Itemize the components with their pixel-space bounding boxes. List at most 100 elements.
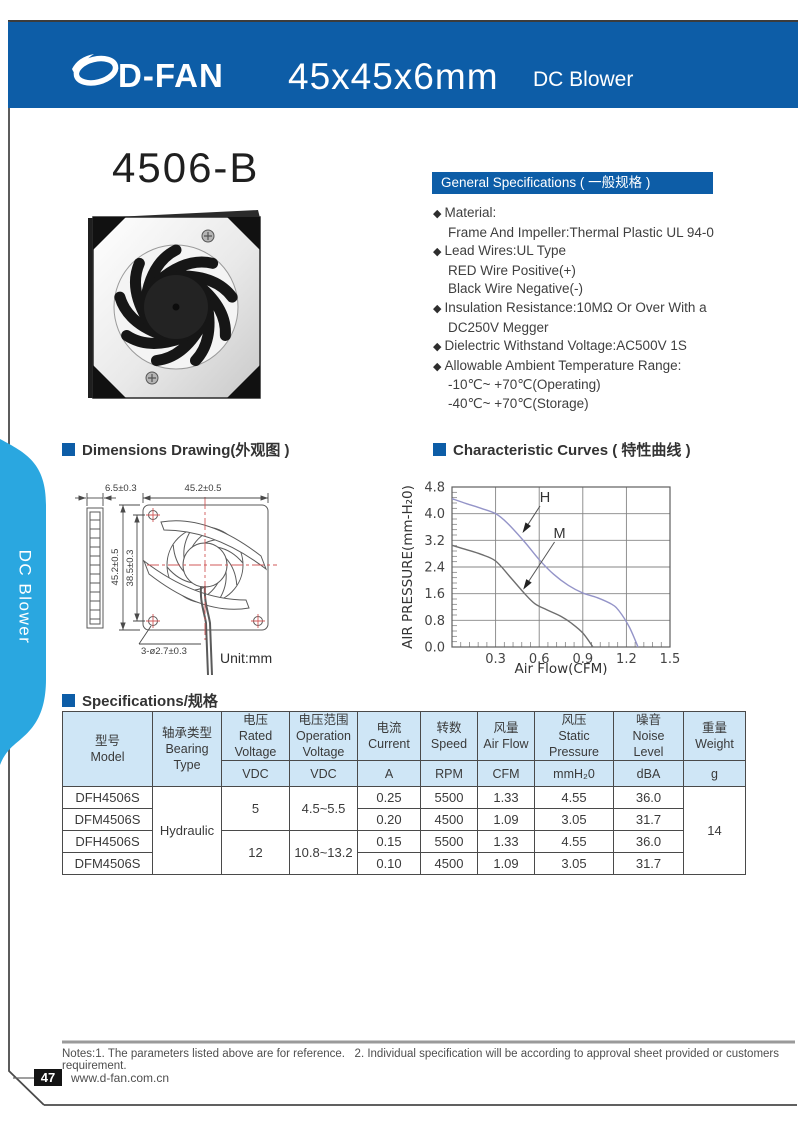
spec-column-unit: RPM [420,760,478,787]
spec-cell: 5500 [420,830,478,853]
svg-text:1.5: 1.5 [660,652,681,667]
svg-text:3.2: 3.2 [424,534,445,549]
general-specs-header: General Specifications ( 一般规格 ) [432,172,713,194]
spec-bullet-line: ◆ Dielectric Withstand Voltage:AC500V 1S [433,338,687,354]
model-title: 4506-B [112,144,260,191]
spec-bullet-line: Black Wire Negative(-) [448,281,584,297]
spec-column-header: 电压 Rated Voltage [221,711,290,761]
diamond-bullet-icon: ◆ [433,302,442,315]
side-tab: DC Blower [0,439,46,765]
brand-logo-icon [72,54,119,86]
spec-column-unit: VDC [289,760,358,787]
x-axis-label: Air Flow(CFM) [514,661,607,677]
spec-cell: 4.5~5.5 [289,786,358,831]
spec-column-header: 转数 Speed [420,711,478,761]
svg-text:1.2: 1.2 [616,652,637,667]
spec-cell: 4500 [420,808,478,831]
spec-cell: DFH4506S [62,830,153,853]
spec-column-unit: CFM [477,760,535,787]
spec-column-header: 轴承类型 Bearing Type [152,711,222,787]
svg-text:0.3: 0.3 [485,652,506,667]
characteristic-curves-chart: 0.3 0.6 0.9 1.2 1.5 0.0 0.8 1.6 2.4 3.2 4.0 4.8 H M A… [400,481,681,678]
dim-front-height-label: 45.2±0.5 [110,549,121,586]
spec-cell: 4.55 [534,786,614,809]
footnotes: Notes:1. The parameters listed above are… [62,1048,783,1072]
dim-hole-pitch-label: 38.5±0.3 [125,550,136,587]
section-bullet-icon [62,694,75,707]
spec-cell: 10.8~13.2 [289,830,358,875]
spec-column-header: 风量 Air Flow [477,711,535,761]
spec-column-header: 电压范围 Operation Voltage [289,711,358,761]
specifications-table-body: DFH4506S Hydraulic 5 4.5~5.5 0.25 5500 1.33 4.5… [62,786,746,875]
specifications-table: 型号 Model 轴承类型 Bearing Type 电压 Rated Voltage 电压… [62,711,746,875]
spec-bullet-line: ◆ Material: [433,205,497,220]
dim-front-width-label: 45.2±0.5 [185,483,222,494]
spec-column-header: 风压 Static Pressure [534,711,614,761]
product-size-title: 45x45x6mm [288,56,499,97]
spec-cell: 5500 [420,786,478,809]
spec-cell: 0.10 [357,852,421,875]
spec-cell: 36.0 [613,830,684,853]
spec-column-header: 型号 Model [62,711,153,787]
specs-title-label: Specifications/规格 [82,693,218,710]
spec-bullet-line: DC250V Megger [448,319,549,335]
spec-cell: DFM4506S [62,852,153,875]
dim-holes-label: 3-ø2.7±0.3 [141,646,187,657]
spec-cell: 36.0 [613,786,684,809]
product-photo [88,210,261,399]
page-number-badge: 47 [34,1069,62,1086]
y-axis-label: AIR PRESSURE(mm-H₂0) [400,485,416,649]
spec-column-header: 重量 Weight [683,711,746,761]
spec-column-unit: g [683,760,746,787]
unit-label: Unit:mm [220,650,272,666]
svg-text:0.8: 0.8 [424,614,445,629]
table-row: DFH4506S 12 10.8~13.2 0.15 5500 1.33 4.55 36.0 [62,830,746,875]
brand-name: D-FAN [118,57,224,94]
spec-cell: 14 [683,786,746,875]
spec-cell: 0.20 [357,808,421,831]
svg-text:0.0: 0.0 [424,641,445,656]
svg-text:H: H [540,490,550,506]
svg-text:1.6: 1.6 [424,587,445,602]
spec-cell: 1.33 [477,786,535,809]
side-tab-label: DC Blower [16,550,35,645]
spec-cell: Hydraulic [152,786,222,875]
spec-bullet-line: RED Wire Positive(+) [448,262,576,278]
spec-cell: 3.05 [534,808,614,831]
diamond-bullet-icon: ◆ [433,208,442,220]
website-link[interactable]: www.d-fan.com.cn [71,1071,170,1085]
spec-cell: 31.7 [613,808,684,831]
spec-bullet-line: -10℃~ +70℃(Operating) [448,377,601,393]
table-row: DFH4506S Hydraulic 5 4.5~5.5 0.25 5500 1.33 4.5… [62,786,746,875]
spec-bullet-line: ◆ Insulation Resistance:10MΩ Or Over With… [433,299,707,315]
diamond-bullet-icon: ◆ [433,246,442,259]
spec-cell: 31.7 [613,852,684,875]
header-band [8,22,798,108]
curves-section-title: Characteristic Curves ( 特性曲线 ) [433,439,691,460]
spec-cell: 1.09 [477,852,535,875]
diamond-bullet-icon: ◆ [433,360,442,373]
spec-cell: 4500 [420,852,478,875]
spec-bullet-line: Frame And Impeller:Thermal Plastic UL 94… [448,224,714,240]
general-specs-list: ◆ Material: Frame And Impeller:Thermal Pla… [433,204,753,414]
curves-title-label: Characteristic Curves ( 特性曲线 ) [453,442,691,459]
spec-cell: 1.33 [477,830,535,853]
spec-bullet-line: ◆ Lead Wires:UL Type [433,243,567,259]
svg-text:2.4: 2.4 [424,561,445,576]
spec-cell: 12 [221,830,290,875]
spec-column-unit: A [357,760,421,787]
specifications-table-header: 型号 Model 轴承类型 Bearing Type 电压 Rated Voltage 电压… [62,711,746,787]
spec-cell: 0.15 [357,830,421,853]
dimensions-drawing: 6.5±0.3 45.2±0.5 45.2±0.5 38.5±0.3 3-ø2.… [75,483,277,676]
specs-section-title: Specifications/规格 [62,690,218,711]
spec-cell: 4.55 [534,830,614,853]
section-bullet-icon [62,443,75,456]
spec-bullet-line: ◆ Allowable Ambient Temperature Range: [433,357,682,373]
spec-cell: 0.25 [357,786,421,809]
product-category: DC Blower [533,68,634,91]
dimensions-section-title: Dimensions Drawing(外观图 ) [62,439,290,460]
spec-column-unit: VDC [221,760,290,787]
svg-text:0.6: 0.6 [529,652,550,667]
svg-text:4.8: 4.8 [424,481,445,496]
